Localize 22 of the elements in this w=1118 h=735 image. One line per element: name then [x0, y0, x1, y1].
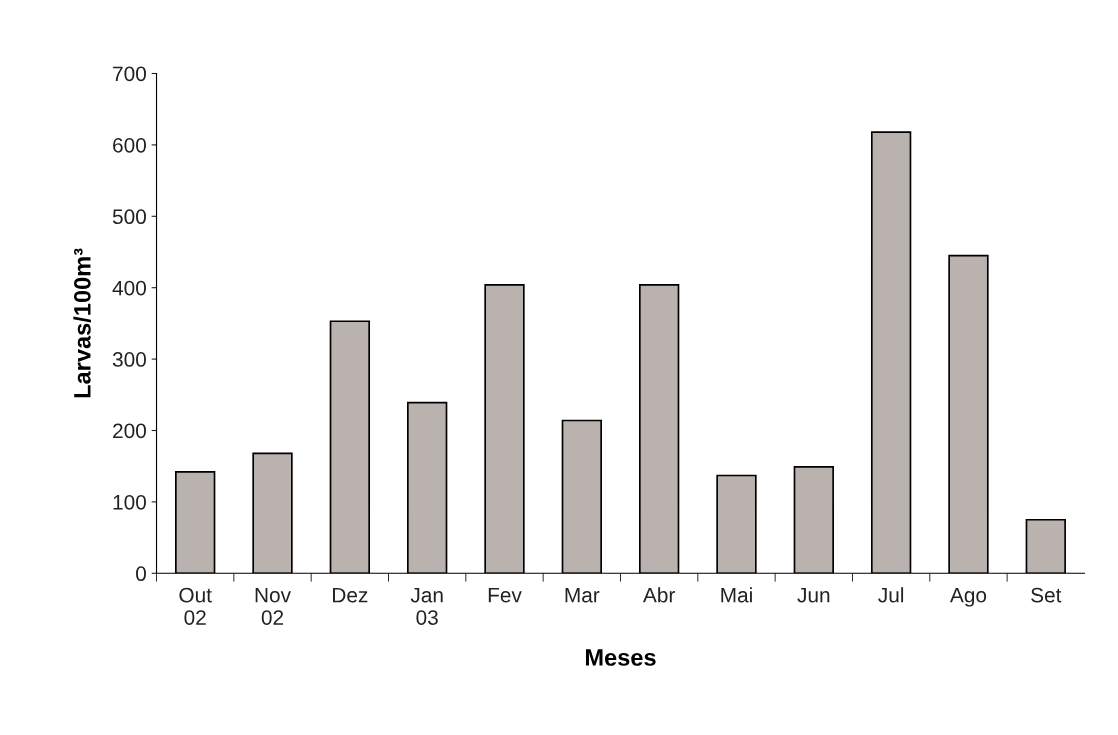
x-tick-label: Jun — [797, 587, 830, 603]
x-tick-label: Jan 03 — [410, 587, 443, 625]
x-tick-label: Mar — [565, 587, 600, 603]
x-tick-label: Mai — [721, 587, 752, 603]
x-tick-label: Nov 02 — [255, 587, 291, 625]
y-tick-label: 700 — [113, 66, 146, 82]
y-tick-label: 600 — [113, 137, 146, 153]
y-axis-title: Larvas/100m³ — [73, 248, 91, 398]
x-tick-label: Fev — [488, 587, 522, 603]
x-tick-label: Ago — [949, 587, 987, 607]
y-tick-label: 400 — [112, 280, 146, 296]
y-tick-label: 500 — [112, 209, 146, 225]
y-tick-label: 0 — [136, 566, 146, 582]
x-tick-label: Jul — [878, 587, 904, 603]
x-tick-label: Dez — [333, 587, 368, 603]
y-tick-label: 300 — [112, 352, 146, 367]
y-tick-label: 200 — [113, 423, 146, 439]
x-tick-label: Abr — [642, 587, 676, 603]
x-axis-title: Meses — [585, 649, 656, 666]
y-tick-label: 100 — [113, 494, 146, 510]
x-tick-label: Set — [1031, 587, 1062, 603]
x-tick-label: Out 02 — [179, 587, 212, 625]
